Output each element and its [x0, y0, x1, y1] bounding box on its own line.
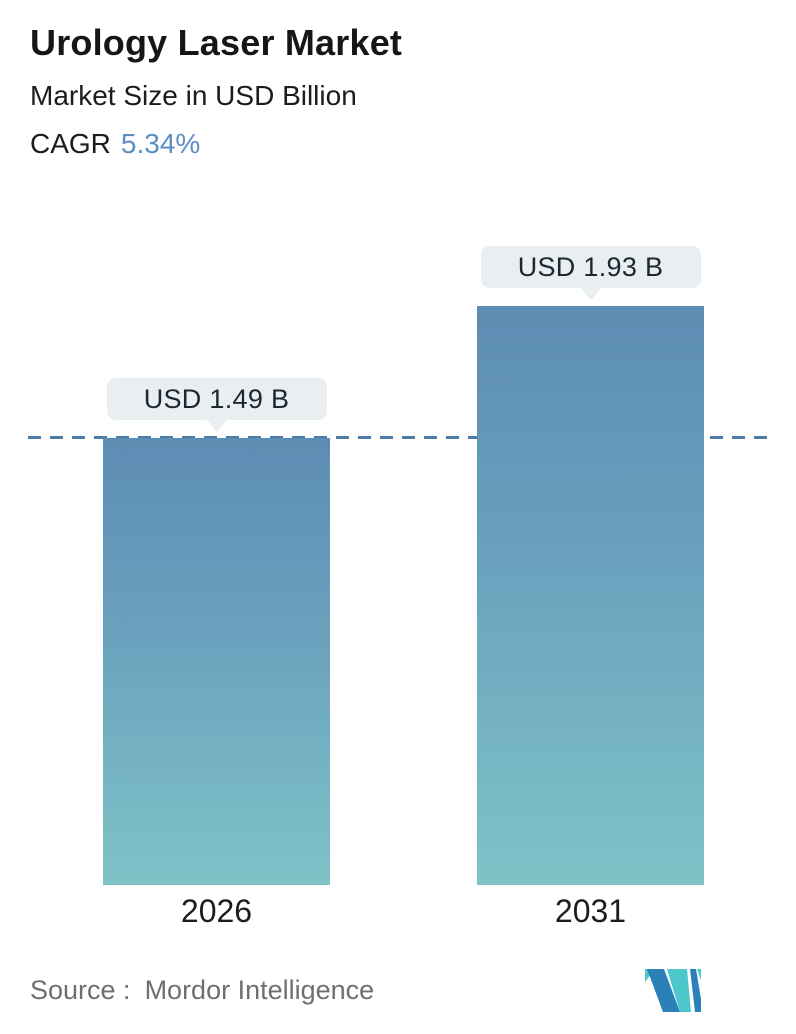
mordor-intelligence-logo — [645, 969, 701, 1012]
axis-label-2026: 2026 — [180, 893, 253, 929]
cagr-value: 5.34% — [120, 128, 201, 159]
source-line: Source : Mordor Intelligence — [30, 975, 374, 1006]
source-label: Source : — [30, 975, 131, 1005]
source-value: Mordor Intelligence — [144, 975, 375, 1005]
bar-2031 — [477, 306, 704, 885]
page-title: Urology Laser Market — [30, 22, 403, 63]
reference-dashed-line — [28, 436, 770, 439]
cagr-line: CAGR 5.34% — [30, 128, 200, 160]
bar-group-2031: USD 1.93 B 2031 — [477, 246, 704, 929]
value-label-2031: USD 1.93 B — [480, 246, 701, 288]
bar-2026 — [103, 438, 330, 885]
axis-label-2031: 2031 — [554, 893, 627, 929]
value-label-pointer — [205, 419, 228, 432]
bar-group-2026: USD 1.49 B 2026 — [103, 378, 330, 929]
cagr-label: CAGR — [30, 128, 111, 159]
value-label-pointer — [579, 287, 602, 300]
chart-subtitle: Market Size in USD Billion — [30, 80, 357, 111]
value-label-2026: USD 1.49 B — [106, 378, 327, 420]
